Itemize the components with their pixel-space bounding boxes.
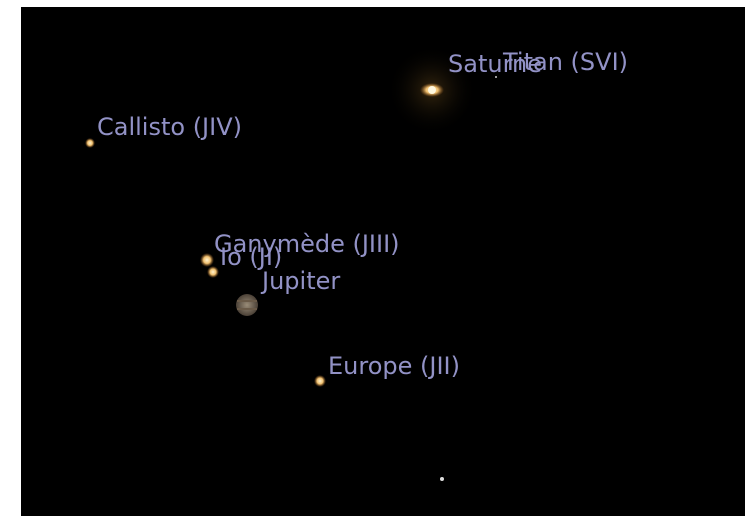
object-label: Titan (SVI) <box>502 48 628 76</box>
saturn-core <box>428 86 436 94</box>
sky-background <box>21 7 745 516</box>
star <box>440 477 444 481</box>
sky-view: Saturne Titan (SVI) Callisto (JIV) Ganym… <box>0 0 756 516</box>
page: Saturne Titan (SVI) Callisto (JIV) Ganym… <box>0 0 756 516</box>
ganymede <box>200 253 214 267</box>
callisto <box>85 138 95 148</box>
europa <box>314 375 326 387</box>
jupiter <box>236 294 258 316</box>
object-label: Europe (JII) <box>328 352 460 380</box>
object-label: Jupiter <box>260 267 340 295</box>
object-label: Callisto (JIV) <box>97 113 242 141</box>
io <box>207 266 219 278</box>
